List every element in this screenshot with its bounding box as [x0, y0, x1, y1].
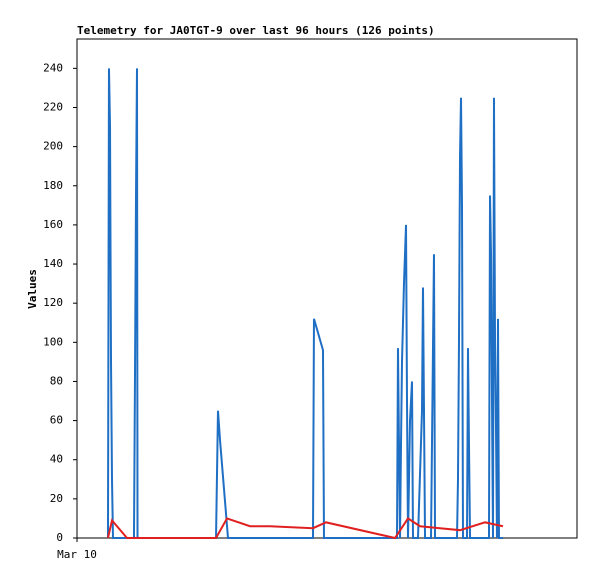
y-tick-label: 100: [43, 335, 63, 348]
chart-title: Telemetry for JA0TGT-9 over last 96 hour…: [77, 24, 435, 37]
y-tick-label: 180: [43, 179, 63, 192]
y-tick-label: 200: [43, 140, 63, 153]
y-tick-label: 60: [50, 414, 63, 427]
y-axis-label: Values: [26, 269, 39, 309]
y-tick-label: 160: [43, 218, 63, 231]
series-line: [107, 517, 504, 540]
y-tick-label: 120: [43, 296, 63, 309]
y-tick-label: 240: [43, 61, 63, 74]
y-tick-label: 140: [43, 257, 63, 270]
series-line: [106, 68, 503, 539]
y-tick-label: 0: [56, 531, 63, 544]
y-tick-label: 220: [43, 100, 63, 113]
x-tick-label: Mar 10: [57, 548, 97, 561]
y-tick-label: 40: [50, 453, 63, 466]
y-tick-label: 20: [50, 492, 63, 505]
y-tick-label: 80: [50, 374, 63, 387]
